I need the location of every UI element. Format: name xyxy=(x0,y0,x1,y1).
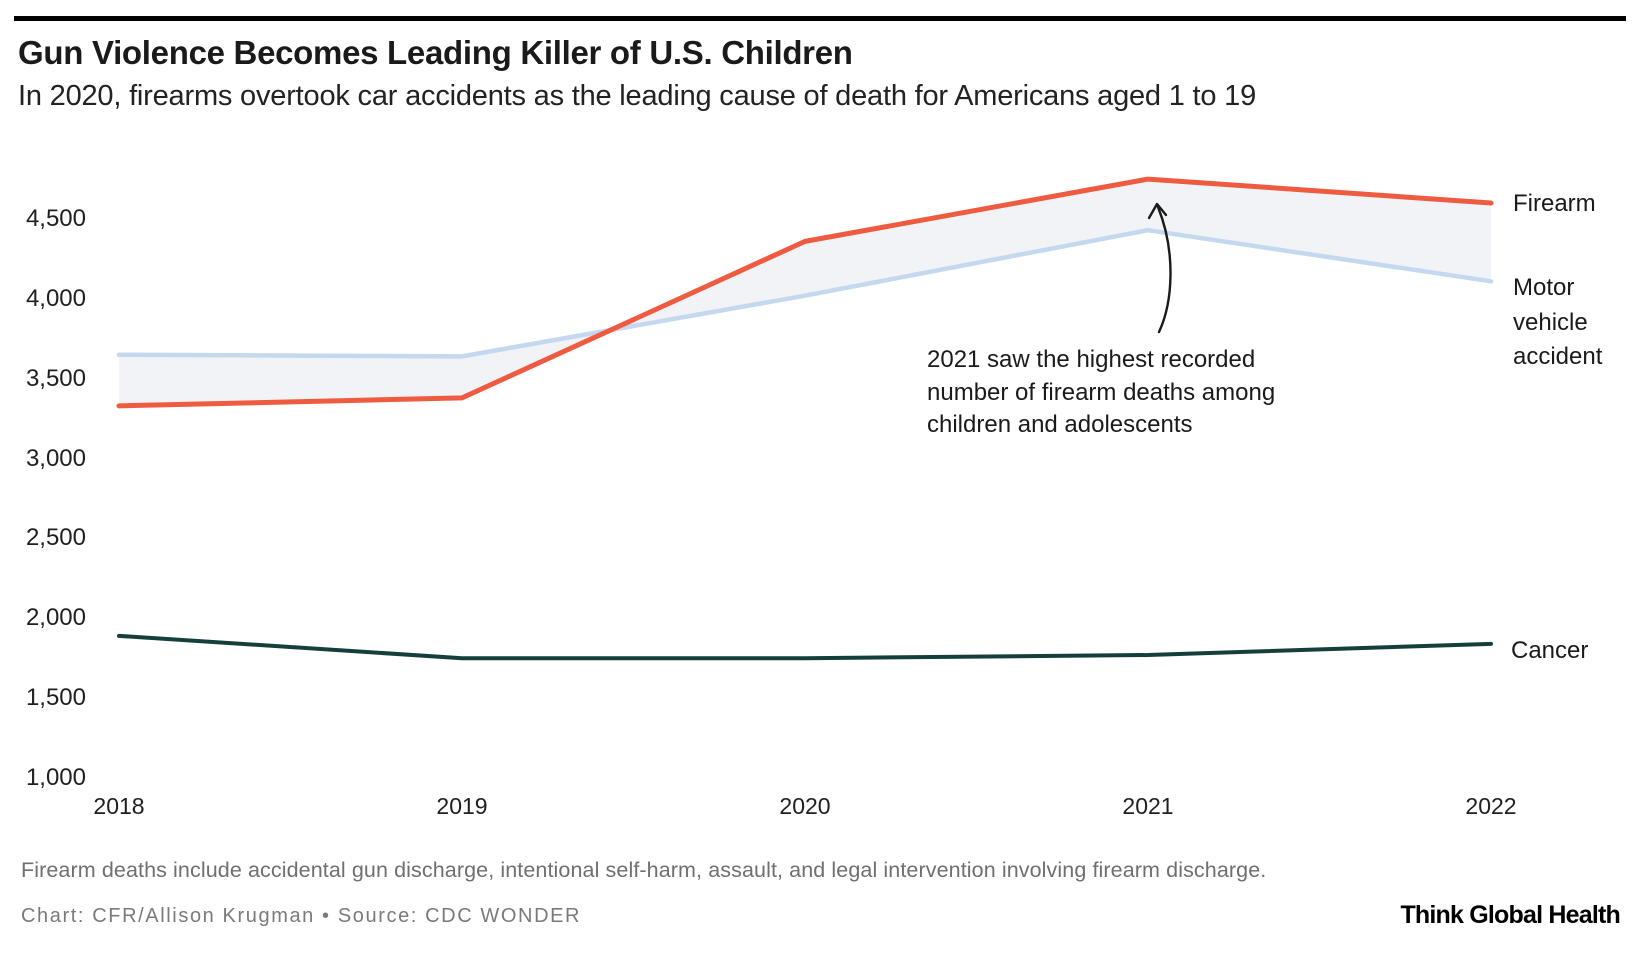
line-motor-vehicle xyxy=(116,227,1494,359)
legend-label-motor-vehicle-accident: Motor vehicle accident xyxy=(1513,274,1603,370)
footnote: Firearm deaths include accidental gun di… xyxy=(21,858,1267,882)
legend-label-firearm: Firearm xyxy=(1513,190,1596,217)
line-cancer xyxy=(117,633,1493,661)
annotation-line: children and adolescents xyxy=(927,411,1193,439)
annotation-line: number of firearm deaths among xyxy=(927,378,1276,406)
chart-subtitle: In 2020, firearms overtook car accidents… xyxy=(18,80,1257,112)
think-global-health-logo: Think Global Health xyxy=(1400,901,1620,929)
source-credit: Chart: CFR/Allison Krugman • Source: CDC… xyxy=(21,905,582,927)
legend-label-cancer: Cancer xyxy=(1511,637,1589,664)
annotation-text: 2021 saw the highest recorded number of f… xyxy=(927,344,1275,442)
top-rule xyxy=(14,16,1626,21)
gap-band xyxy=(119,179,1491,406)
annotation-line: 2021 saw the highest recorded xyxy=(927,346,1256,373)
annotation-arrowhead xyxy=(1147,202,1168,220)
annotation-arrow-shaft xyxy=(1156,205,1172,334)
line-firearm xyxy=(116,176,1494,409)
chart-title: Gun Violence Becomes Leading Killer of U… xyxy=(18,34,853,71)
